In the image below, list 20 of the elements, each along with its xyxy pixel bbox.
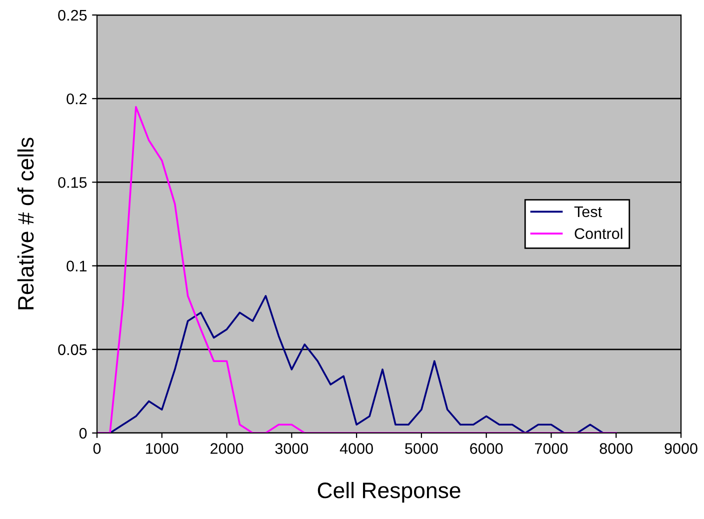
x-tick-label: 4000: [340, 443, 373, 454]
y-tick-label: 0.1: [66, 260, 87, 272]
x-tick-label: 9000: [664, 443, 698, 454]
x-tick-label: 8000: [600, 443, 633, 454]
y-tick-label: 0.25: [58, 10, 87, 21]
x-tick-label: 3000: [275, 443, 308, 454]
x-tick-label: 0: [93, 443, 101, 454]
y-tick-label: 0.2: [66, 93, 87, 104]
x-tick-label: 7000: [535, 443, 568, 454]
legend-label: Control: [574, 228, 622, 240]
y-axis-title: Relative # of cells: [17, 138, 34, 310]
x-tick-label: 5000: [405, 443, 438, 454]
x-tick-label: 1000: [146, 443, 178, 454]
x-tick-label: 6000: [470, 443, 503, 454]
x-axis-title: Cell Response: [318, 482, 460, 503]
x-tick-label: 2000: [210, 443, 244, 454]
y-tick-label: 0.15: [58, 177, 87, 188]
y-tick-label: 0.05: [58, 344, 87, 356]
legend-label: Test: [574, 206, 602, 218]
y-tick-label: 0: [79, 428, 87, 439]
